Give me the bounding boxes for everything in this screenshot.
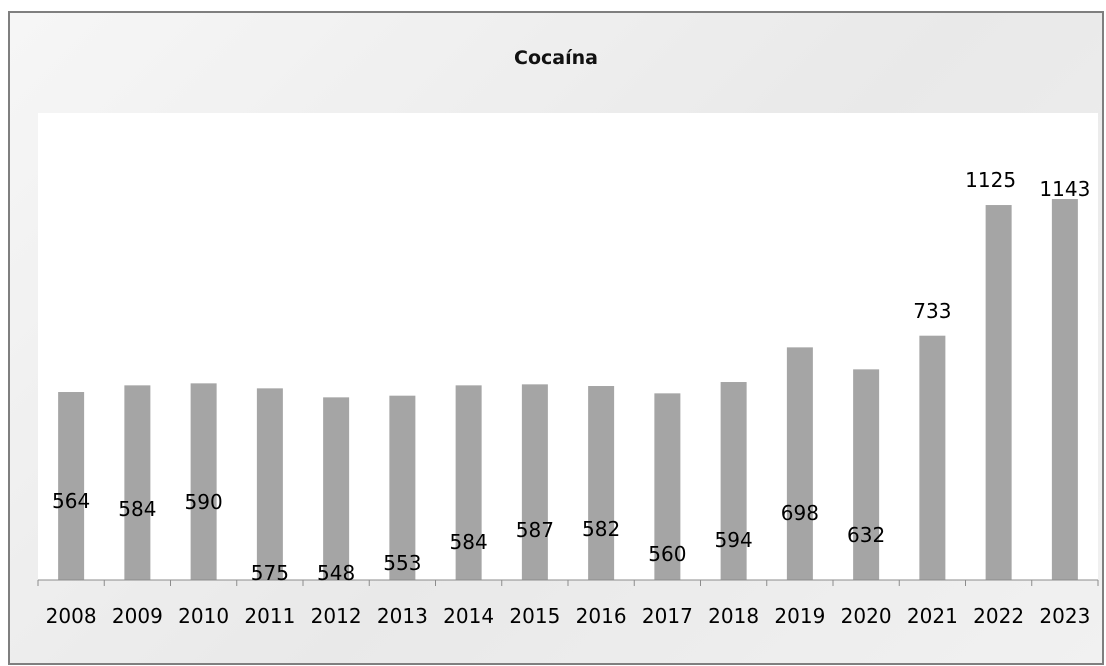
- data-label: 560: [648, 542, 686, 566]
- x-tick-label: 2009: [112, 604, 163, 628]
- x-tick-label: 2018: [708, 604, 759, 628]
- x-tick-label: 2023: [1039, 604, 1090, 628]
- data-label: 698: [781, 501, 819, 525]
- data-label: 594: [715, 528, 753, 552]
- data-label: 590: [185, 490, 223, 514]
- data-label: 553: [383, 551, 421, 575]
- bar-2010: [190, 383, 217, 580]
- bar-2021: [919, 335, 946, 580]
- x-tick-labels: 2008 2009 2010 2011 2012 2013 2014 2015 2016 2017…: [46, 604, 1091, 628]
- x-tick-label: 2015: [509, 604, 560, 628]
- bar-2015: [521, 384, 548, 580]
- x-axis: [37, 579, 1099, 586]
- x-tick-label: 2021: [907, 604, 958, 628]
- x-tick-label: 2019: [774, 604, 825, 628]
- bar-2020: [853, 369, 880, 580]
- x-tick-label: 2013: [377, 604, 428, 628]
- x-tick-label: 2022: [973, 604, 1024, 628]
- bar-2023: [1051, 199, 1078, 581]
- data-label: 1143: [1039, 177, 1090, 201]
- bar-2012: [323, 397, 350, 580]
- data-label: 1125: [965, 168, 1016, 192]
- x-tick-label: 2010: [178, 604, 229, 628]
- data-label: 564: [52, 489, 90, 513]
- data-label: 584: [450, 530, 488, 554]
- x-tick-label: 2017: [642, 604, 693, 628]
- bar-2022: [985, 205, 1012, 580]
- bar-2019: [786, 347, 813, 580]
- bar-2011: [256, 388, 283, 580]
- bar-2013: [389, 395, 416, 580]
- x-tick-label: 2008: [46, 604, 97, 628]
- bars-group: [58, 199, 1078, 581]
- bar-2016: [588, 386, 615, 580]
- chart-title: Cocaína: [514, 47, 598, 69]
- data-labels: 564 584 590 575 548 553 584 587 582 560 594 698 632 7…: [52, 168, 1090, 585]
- bar-2017: [654, 393, 681, 580]
- data-label: 733: [913, 299, 951, 323]
- bar-2009: [124, 385, 151, 580]
- x-tick-label: 2020: [841, 604, 892, 628]
- data-label: 632: [847, 523, 885, 547]
- x-tick-label: 2016: [576, 604, 627, 628]
- data-label: 584: [118, 497, 156, 521]
- x-tick-label: 2014: [443, 604, 494, 628]
- data-label: 548: [317, 561, 355, 585]
- data-label: 582: [582, 517, 620, 541]
- x-tick-label: 2011: [244, 604, 295, 628]
- x-tick-label: 2012: [311, 604, 362, 628]
- bar-2018: [720, 382, 747, 580]
- data-label: 575: [251, 561, 289, 585]
- data-label: 587: [516, 518, 554, 542]
- bar-2008: [58, 392, 85, 580]
- bar-2014: [455, 385, 482, 580]
